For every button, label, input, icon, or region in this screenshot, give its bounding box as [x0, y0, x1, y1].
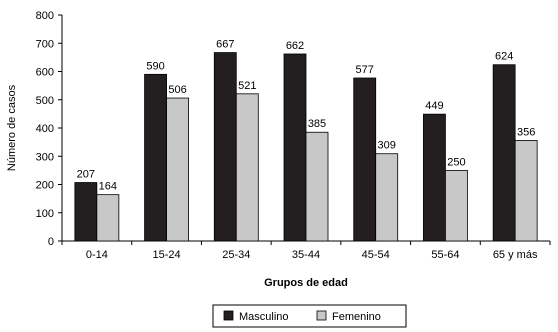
data-label-femenino: 164: [99, 181, 117, 193]
plot-area: [61, 15, 550, 242]
data-label-masculino: 667: [216, 39, 234, 51]
bar-masculino: [492, 64, 516, 242]
data-label-masculino: 624: [495, 51, 513, 63]
x-tick-label: 15-24: [153, 249, 181, 261]
y-tick-label: 0: [48, 236, 54, 248]
data-label-femenino: 385: [308, 118, 326, 130]
bar-femenino: [96, 194, 120, 242]
data-label-masculino: 590: [146, 60, 164, 72]
data-label-masculino: 577: [356, 64, 374, 76]
bar-femenino: [514, 140, 538, 242]
y-tick-label: 600: [36, 67, 54, 79]
x-tick-label: 55-64: [431, 249, 459, 261]
legend: Masculino Femenino: [212, 304, 407, 328]
y-tick-label: 200: [36, 180, 54, 192]
bar-femenino: [235, 93, 259, 242]
y-tick-label: 400: [36, 123, 54, 135]
x-axis-ticks: 0-14 15-24 25-34 35-44 45-54 55-64 65 y más: [61, 241, 551, 261]
bar-femenino: [305, 131, 329, 242]
y-axis-label: Número de casos: [6, 84, 18, 171]
bar-masculino: [423, 113, 446, 242]
data-label-femenino: 309: [378, 140, 396, 152]
data-label-femenino: 521: [238, 80, 256, 92]
bar-masculino: [74, 182, 98, 242]
y-tick-label: 100: [36, 208, 54, 220]
bar-masculino: [353, 77, 377, 242]
bar-masculino: [213, 52, 237, 242]
data-label-femenino: 356: [517, 126, 535, 138]
legend-swatch-masculino: [223, 310, 234, 321]
legend-box: [212, 304, 407, 328]
data-label-masculino: 449: [425, 100, 443, 112]
y-tick-label: 700: [36, 38, 54, 50]
data-label-masculino: 662: [286, 40, 304, 52]
x-tick-label: 35-44: [292, 249, 320, 261]
x-tick-label: 45-54: [362, 249, 390, 261]
bar-femenino: [166, 97, 189, 242]
x-tick-label: 25-34: [222, 249, 250, 261]
x-tick-label: 65 y más: [493, 249, 538, 261]
data-labels: 207 590 667 662 577 449 624 164 506 521 385 309 250 3…: [77, 39, 536, 193]
data-label-femenino: 506: [168, 84, 186, 96]
legend-label-masculino: Masculino: [239, 311, 289, 323]
bar-masculino: [144, 73, 167, 242]
bar-masculino: [283, 53, 307, 242]
bar-femenino: [445, 169, 468, 242]
data-label-femenino: 250: [447, 156, 465, 168]
data-label-masculino: 207: [77, 169, 95, 181]
bar-femenino: [375, 153, 399, 242]
legend-label-femenino: Femenino: [332, 311, 381, 323]
legend-swatch-femenino: [316, 310, 327, 321]
x-axis-label: Grupos de edad: [264, 277, 348, 289]
y-tick-label: 500: [36, 95, 54, 107]
y-tick-label: 800: [36, 10, 54, 22]
y-axis-ticks: 0 100 200 300 400 500 600 700 800: [36, 10, 62, 248]
y-tick-label: 300: [36, 151, 54, 163]
x-tick-label: 0-14: [86, 249, 108, 261]
